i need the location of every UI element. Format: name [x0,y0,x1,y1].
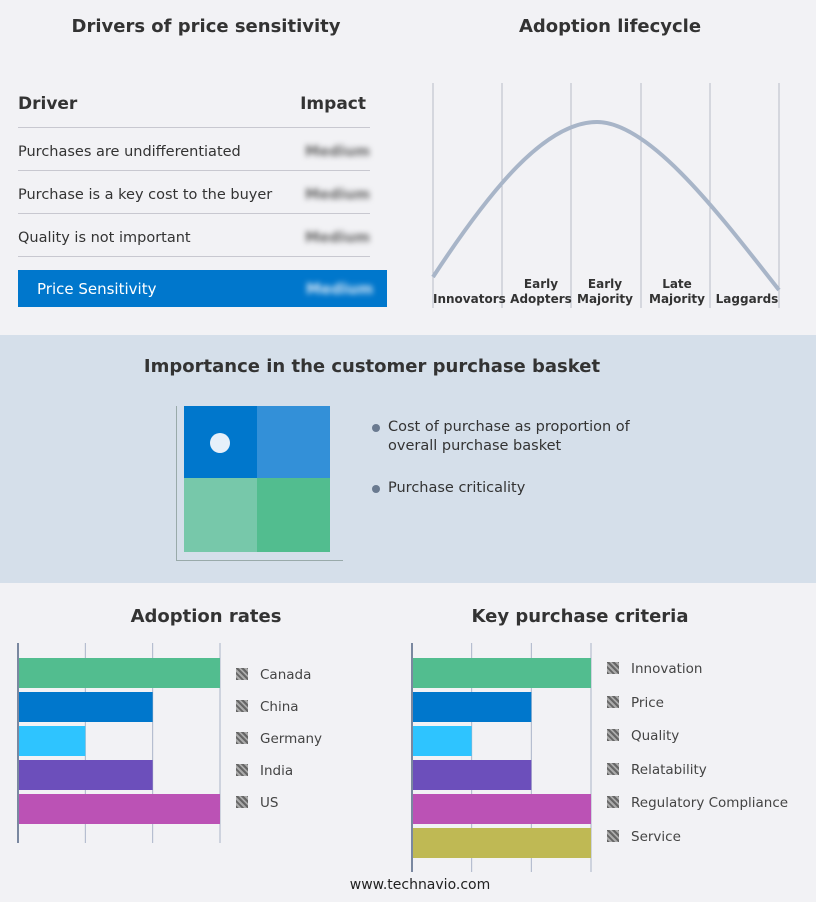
impact-value: Medium [304,144,370,160]
legend-swatch-icon [236,700,248,712]
basket-title: Importance in the customer purchase bask… [143,356,601,377]
impact-col-header: Impact [300,94,366,114]
driver-col-header: Driver [18,94,78,114]
stage-label: Innovators [433,292,506,306]
legend-swatch-icon [607,695,619,708]
bar-quality [412,726,472,756]
legend-item: China [236,699,299,715]
basket-legend-item: Purchase criticality [372,479,642,498]
lifecycle-title: Adoption lifecycle [518,16,702,37]
basket-legend-item: Cost of purchase as proportion of overal… [372,418,642,456]
legend-label: Regulatory Compliance [631,795,789,812]
bar-price [412,692,532,722]
stage-label: Early Majority [577,277,633,306]
adoption-curve [431,119,781,292]
legend-label: Innovation [631,661,703,677]
legend-item: US [236,795,278,811]
legend-item: Germany [236,731,322,747]
basket-axis [176,406,343,561]
bar-regulatory-compliance [412,794,591,824]
legend-swatch-icon [607,830,619,842]
driver-row: Purchase is a key cost to the buyer Mediu… [18,171,370,214]
basket-section [0,335,816,583]
driver-label: Purchases are undifferentiated [18,144,241,160]
legend-swatch-icon [607,796,619,809]
legend-item: Relatability [607,762,707,778]
legend-label: US [260,795,279,811]
quadrant-bottom-left [184,478,257,552]
legend-swatch-icon [236,668,248,680]
legend-label: Price [631,694,664,711]
driver-header: Driver Impact [18,94,370,128]
quadrant-top-left [184,406,257,478]
legend-item: Price [607,695,664,711]
bar-service [412,828,591,858]
impact-value: Medium [304,187,370,203]
legend-label: Germany [260,731,323,747]
legend-swatch-icon [607,762,619,775]
footer-url[interactable]: www.technavio.com [349,877,491,893]
driver-row: Quality is not important Medium [18,214,370,257]
quadrant-bottom-right [257,478,330,552]
stage-label: Laggards [715,292,779,306]
legend-label: Relatability [631,761,707,778]
legend-swatch-icon [236,796,248,808]
legend-swatch-icon [236,764,248,776]
legend-item: Quality [607,728,679,744]
legend-swatch-icon [607,729,619,742]
legend-label: Service [631,829,681,845]
lifecycle-chart [431,83,781,308]
legend-swatch-icon [607,662,619,674]
bar-germany [18,726,86,756]
legend-item: Innovation [607,661,702,677]
summary-label: Price Sensitivity [37,280,157,298]
driver-row: Purchases are undifferentiated Medium [18,128,370,171]
legend-label: Canada [260,667,312,683]
legend-item: Regulatory Compliance [607,795,788,811]
legend-item: Service [607,829,681,845]
kpc-title: Key purchase criteria [471,606,689,627]
summary-impact: Medium [306,280,374,298]
impact-value: Medium [304,230,370,246]
legend-item: India [236,763,293,779]
bar-canada [18,658,220,688]
bar-india [18,760,153,790]
driver-label: Quality is not important [18,230,191,246]
stage-label: Late Majority [649,277,705,306]
position-marker [210,433,230,453]
bar-relatability [412,760,532,790]
legend-item: Canada [236,667,311,683]
basket-legend-label: Purchase criticality [388,480,526,496]
bar-us [18,794,220,824]
drivers-title: Drivers of price sensitivity [71,16,341,37]
basket-legend-label: Cost of purchase as proportion of overal… [388,419,630,454]
bar-china [18,692,153,722]
legend-swatch-icon [236,732,248,744]
legend-label: Quality [631,728,680,745]
driver-label: Purchase is a key cost to the buyer [18,187,273,203]
stage-label: Early Adopters [510,277,572,306]
quadrant-top-right [257,406,330,478]
bar-innovation [412,658,591,688]
adoption-rates-title: Adoption rates [130,606,282,627]
price-sensitivity-summary: Price Sensitivity Medium [18,270,387,307]
legend-label: India [260,763,294,779]
legend-label: China [260,699,299,715]
